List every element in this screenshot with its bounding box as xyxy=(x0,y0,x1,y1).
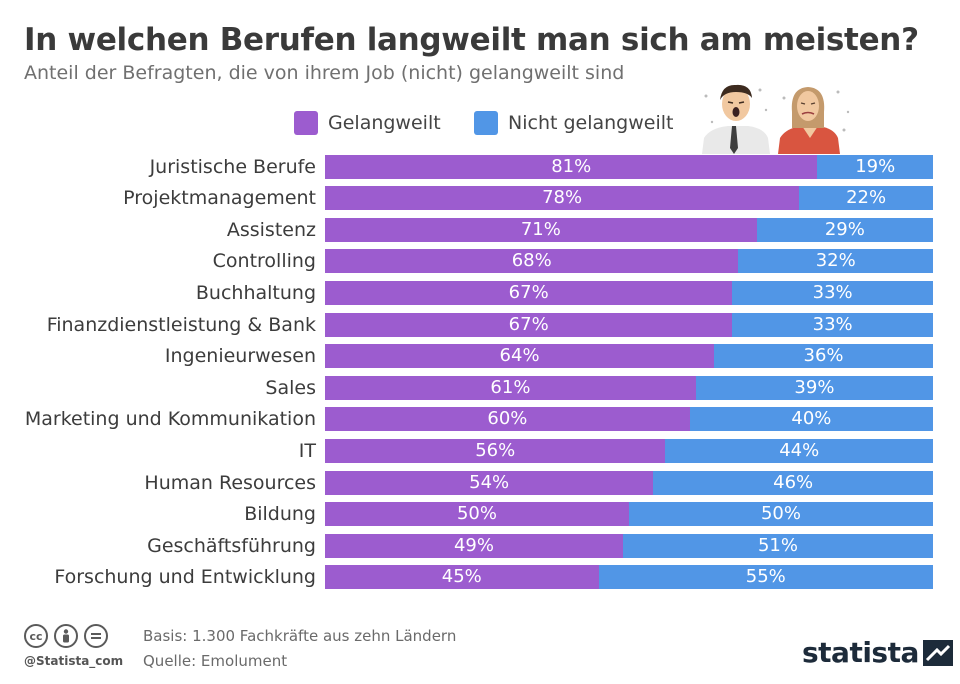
category-label: Ingenieurwesen xyxy=(164,345,316,368)
data-label: 33% xyxy=(812,313,853,335)
data-label: 22% xyxy=(846,187,887,209)
legend-item-not-bored: Nicht gelangweilt xyxy=(474,110,673,136)
legend-item-bored: Gelangweilt xyxy=(294,110,441,136)
bar-bored xyxy=(325,438,666,463)
bar-not-bored xyxy=(756,217,933,242)
data-label: 78% xyxy=(542,187,583,209)
bar-bored xyxy=(325,375,696,400)
category-label: Human Resources xyxy=(144,471,316,494)
source-note: Quelle: Emolument xyxy=(143,652,288,670)
category-label: Juristische Berufe xyxy=(149,155,316,178)
bar-bored xyxy=(325,502,629,527)
bar-not-bored xyxy=(732,312,933,337)
bar-bored xyxy=(325,280,733,305)
category-label: IT xyxy=(298,439,316,462)
bar-bored xyxy=(325,407,690,432)
bar-bored xyxy=(325,470,654,495)
bar-bored xyxy=(325,312,733,337)
data-label: 71% xyxy=(520,218,561,240)
bar-not-bored xyxy=(799,186,933,211)
data-label: 51% xyxy=(757,534,798,556)
data-label: 40% xyxy=(791,408,832,430)
data-label: 36% xyxy=(803,345,844,367)
data-label: 55% xyxy=(745,566,786,588)
bar-not-bored xyxy=(653,470,933,495)
data-label: 50% xyxy=(760,503,801,525)
bar-not-bored xyxy=(732,280,933,305)
bar-not-bored xyxy=(629,502,933,527)
category-label: Buchhaltung xyxy=(195,281,316,304)
chart-title: In welchen Berufen langweilt man sich am… xyxy=(24,22,919,58)
legend-swatch-not-bored xyxy=(474,111,498,135)
bar-not-bored xyxy=(738,249,933,274)
legend-label-bored: Gelangweilt xyxy=(328,112,441,134)
data-label: 29% xyxy=(824,218,865,240)
by-icon xyxy=(54,624,78,648)
basis-note: Basis: 1.300 Fachkräfte aus zehn Ländern xyxy=(143,627,457,645)
statista-logo-icon xyxy=(922,639,953,666)
data-label: 67% xyxy=(508,281,549,303)
bar-not-bored xyxy=(598,565,933,590)
data-label: 32% xyxy=(815,250,856,272)
data-label: 44% xyxy=(779,439,820,461)
data-label: 54% xyxy=(469,471,510,493)
category-label: Assistenz xyxy=(226,218,316,241)
bar-bored xyxy=(325,186,800,211)
license-icons: cc xyxy=(24,624,108,648)
statista-handle: @Statista_com xyxy=(24,654,124,668)
data-label: 68% xyxy=(511,250,552,272)
data-label: 46% xyxy=(773,471,814,493)
category-label: Bildung xyxy=(244,503,316,526)
legend-swatch-bored xyxy=(294,111,318,135)
data-label: 56% xyxy=(475,439,516,461)
data-label: 61% xyxy=(490,376,531,398)
bar-bored xyxy=(325,565,599,590)
data-label: 33% xyxy=(812,281,853,303)
category-label: Forschung und Entwicklung xyxy=(54,566,316,589)
nd-icon xyxy=(84,624,108,648)
bar-not-bored xyxy=(714,344,933,369)
data-label: 67% xyxy=(508,313,549,335)
data-label: 60% xyxy=(487,408,528,430)
bored-people-illustration xyxy=(702,84,850,154)
bar-bored xyxy=(325,533,623,558)
bar-bored xyxy=(325,344,715,369)
bar-not-bored xyxy=(817,154,933,179)
statista-logo: statista xyxy=(802,636,953,669)
data-label: 81% xyxy=(551,155,592,177)
cc-icon: cc xyxy=(24,624,48,648)
category-label: Finanzdienstleistung & Bank xyxy=(46,313,316,336)
category-label: Geschäftsführung xyxy=(147,534,316,557)
data-label: 64% xyxy=(499,345,540,367)
chart-subtitle: Anteil der Befragten, die von ihrem Job … xyxy=(24,62,625,84)
data-label: 50% xyxy=(456,503,497,525)
data-label: 49% xyxy=(453,534,494,556)
bar-not-bored xyxy=(695,375,933,400)
statista-logo-text: statista xyxy=(802,636,919,669)
bar-not-bored xyxy=(665,438,933,463)
bar-not-bored xyxy=(622,533,933,558)
category-label: Sales xyxy=(265,376,316,399)
category-label: Marketing und Kommunikation xyxy=(24,408,316,431)
category-label: Controlling xyxy=(212,250,316,273)
legend-label-not-bored: Nicht gelangweilt xyxy=(508,112,674,134)
bar-bored xyxy=(325,249,739,274)
bar-bored xyxy=(325,154,818,179)
category-label: Projektmanagement xyxy=(123,187,316,210)
data-label: 45% xyxy=(441,566,482,588)
data-label: 39% xyxy=(794,376,835,398)
data-label: 19% xyxy=(855,155,896,177)
bar-bored xyxy=(325,217,757,242)
bar-not-bored xyxy=(689,407,933,432)
